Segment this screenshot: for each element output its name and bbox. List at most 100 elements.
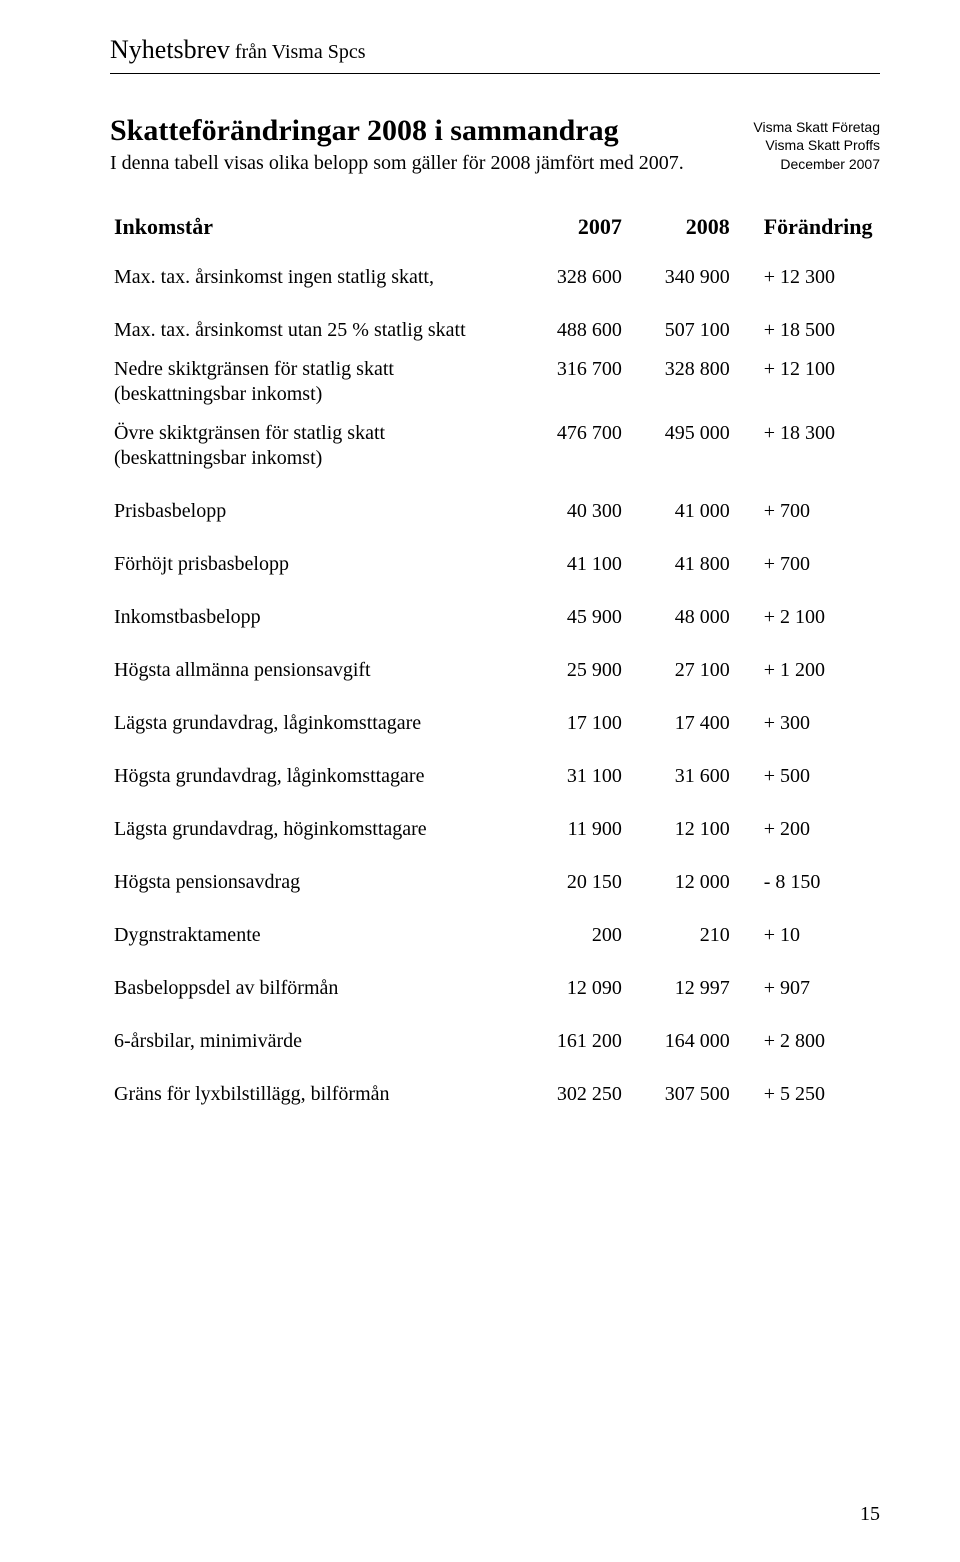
row-gap xyxy=(110,1061,880,1075)
cell-2007: 161 200 xyxy=(518,1022,626,1061)
table-row: Lägsta grundavdrag, höginkomsttagare11 9… xyxy=(110,810,880,849)
meta-line-3: December 2007 xyxy=(753,155,880,174)
cell-change: + 700 xyxy=(734,492,880,531)
cell-2007: 41 100 xyxy=(518,545,626,584)
cell-2007: 20 150 xyxy=(518,863,626,902)
table-row: Max. tax. årsinkomst utan 25 % statlig s… xyxy=(110,311,880,350)
title-block: Skatteförändringar 2008 i sammandrag I d… xyxy=(110,114,880,176)
cell-2008: 12 000 xyxy=(626,863,734,902)
cell-label: Övre skiktgränsen för statlig skatt (bes… xyxy=(110,414,518,478)
cell-2008: 17 400 xyxy=(626,704,734,743)
cell-2008: 41 000 xyxy=(626,492,734,531)
cell-label: Prisbasbelopp xyxy=(110,492,518,531)
cell-change: + 907 xyxy=(734,969,880,1008)
cell-change: - 8 150 xyxy=(734,863,880,902)
col-label: Inkomstår xyxy=(110,206,518,258)
cell-label: Basbeloppsdel av bilförmån xyxy=(110,969,518,1008)
cell-2008: 31 600 xyxy=(626,757,734,796)
cell-2008: 12 100 xyxy=(626,810,734,849)
table-row: Nedre skiktgränsen för statlig skatt (be… xyxy=(110,350,880,414)
cell-2007: 302 250 xyxy=(518,1075,626,1114)
cell-label: 6-årsbilar, minimivärde xyxy=(110,1022,518,1061)
row-gap xyxy=(110,1008,880,1022)
cell-label: Högsta pensionsavdrag xyxy=(110,863,518,902)
table-row: 6-årsbilar, minimivärde161 200164 000+ 2… xyxy=(110,1022,880,1061)
col-2007: 2007 xyxy=(518,206,626,258)
cell-2007: 45 900 xyxy=(518,598,626,637)
brand-light: från Visma Spcs xyxy=(230,41,366,63)
cell-change: + 18 500 xyxy=(734,311,880,350)
cell-label: Max. tax. årsinkomst utan 25 % statlig s… xyxy=(110,311,518,350)
row-gap xyxy=(110,584,880,598)
row-gap xyxy=(110,955,880,969)
cell-change: + 700 xyxy=(734,545,880,584)
row-gap xyxy=(110,743,880,757)
page-number: 15 xyxy=(860,1503,880,1526)
table-row: Basbeloppsdel av bilförmån12 09012 997+ … xyxy=(110,969,880,1008)
row-gap xyxy=(110,478,880,492)
table-row: Högsta allmänna pensionsavgift25 90027 1… xyxy=(110,651,880,690)
cell-2007: 40 300 xyxy=(518,492,626,531)
cell-label: Högsta grundavdrag, låginkomsttagare xyxy=(110,757,518,796)
table-row: Övre skiktgränsen för statlig skatt (bes… xyxy=(110,414,880,478)
cell-change: + 2 100 xyxy=(734,598,880,637)
cell-change: + 18 300 xyxy=(734,414,880,478)
cell-label: Dygnstraktamente xyxy=(110,916,518,955)
cell-label: Inkomstbasbelopp xyxy=(110,598,518,637)
header: Nyhetsbrev från Visma Spcs xyxy=(110,36,880,74)
cell-change: + 300 xyxy=(734,704,880,743)
cell-2008: 164 000 xyxy=(626,1022,734,1061)
row-gap xyxy=(110,849,880,863)
cell-2008: 307 500 xyxy=(626,1075,734,1114)
page-title: Skatteförändringar 2008 i sammandrag xyxy=(110,114,684,147)
cell-label: Nedre skiktgränsen för statlig skatt (be… xyxy=(110,350,518,414)
cell-change: + 200 xyxy=(734,810,880,849)
brand-title: Nyhetsbrev från Visma Spcs xyxy=(110,36,880,65)
tax-table: Inkomstår 2007 2008 Förändring Max. tax.… xyxy=(110,206,880,1114)
cell-2007: 488 600 xyxy=(518,311,626,350)
cell-label: Max. tax. årsinkomst ingen statlig skatt… xyxy=(110,258,518,297)
cell-change: + 500 xyxy=(734,757,880,796)
cell-change: + 2 800 xyxy=(734,1022,880,1061)
cell-2008: 12 997 xyxy=(626,969,734,1008)
cell-2008: 507 100 xyxy=(626,311,734,350)
row-gap xyxy=(110,297,880,311)
cell-label: Lägsta grundavdrag, höginkomsttagare xyxy=(110,810,518,849)
row-gap xyxy=(110,902,880,916)
row-gap xyxy=(110,531,880,545)
cell-change: + 12 300 xyxy=(734,258,880,297)
cell-2007: 328 600 xyxy=(518,258,626,297)
cell-2008: 495 000 xyxy=(626,414,734,478)
cell-2008: 41 800 xyxy=(626,545,734,584)
cell-2007: 200 xyxy=(518,916,626,955)
table-row: Inkomstbasbelopp45 90048 000+ 2 100 xyxy=(110,598,880,637)
table-head-row: Inkomstår 2007 2008 Förändring xyxy=(110,206,880,258)
meta-block: Visma Skatt Företag Visma Skatt Proffs D… xyxy=(753,114,880,175)
cell-label: Högsta allmänna pensionsavgift xyxy=(110,651,518,690)
cell-2007: 31 100 xyxy=(518,757,626,796)
cell-label: Lägsta grundavdrag, låginkomsttagare xyxy=(110,704,518,743)
row-gap xyxy=(110,637,880,651)
col-2008: 2008 xyxy=(626,206,734,258)
table-row: Lägsta grundavdrag, låginkomsttagare17 1… xyxy=(110,704,880,743)
cell-2008: 328 800 xyxy=(626,350,734,414)
meta-line-1: Visma Skatt Företag xyxy=(753,118,880,137)
row-gap xyxy=(110,690,880,704)
cell-label: Förhöjt prisbasbelopp xyxy=(110,545,518,584)
cell-2007: 17 100 xyxy=(518,704,626,743)
page: Nyhetsbrev från Visma Spcs Skatteförändr… xyxy=(0,0,960,1562)
table-row: Högsta pensionsavdrag20 15012 000- 8 150 xyxy=(110,863,880,902)
title-left: Skatteförändringar 2008 i sammandrag I d… xyxy=(110,114,684,176)
table-row: Högsta grundavdrag, låginkomsttagare31 1… xyxy=(110,757,880,796)
meta-line-2: Visma Skatt Proffs xyxy=(753,136,880,155)
col-change: Förändring xyxy=(734,206,880,258)
cell-2008: 210 xyxy=(626,916,734,955)
cell-2008: 27 100 xyxy=(626,651,734,690)
cell-2007: 25 900 xyxy=(518,651,626,690)
page-subtitle: I denna tabell visas olika belopp som gä… xyxy=(110,151,684,176)
table-row: Prisbasbelopp40 30041 000+ 700 xyxy=(110,492,880,531)
cell-2007: 316 700 xyxy=(518,350,626,414)
cell-change: + 5 250 xyxy=(734,1075,880,1114)
table-row: Dygnstraktamente200210+ 10 xyxy=(110,916,880,955)
cell-2008: 48 000 xyxy=(626,598,734,637)
